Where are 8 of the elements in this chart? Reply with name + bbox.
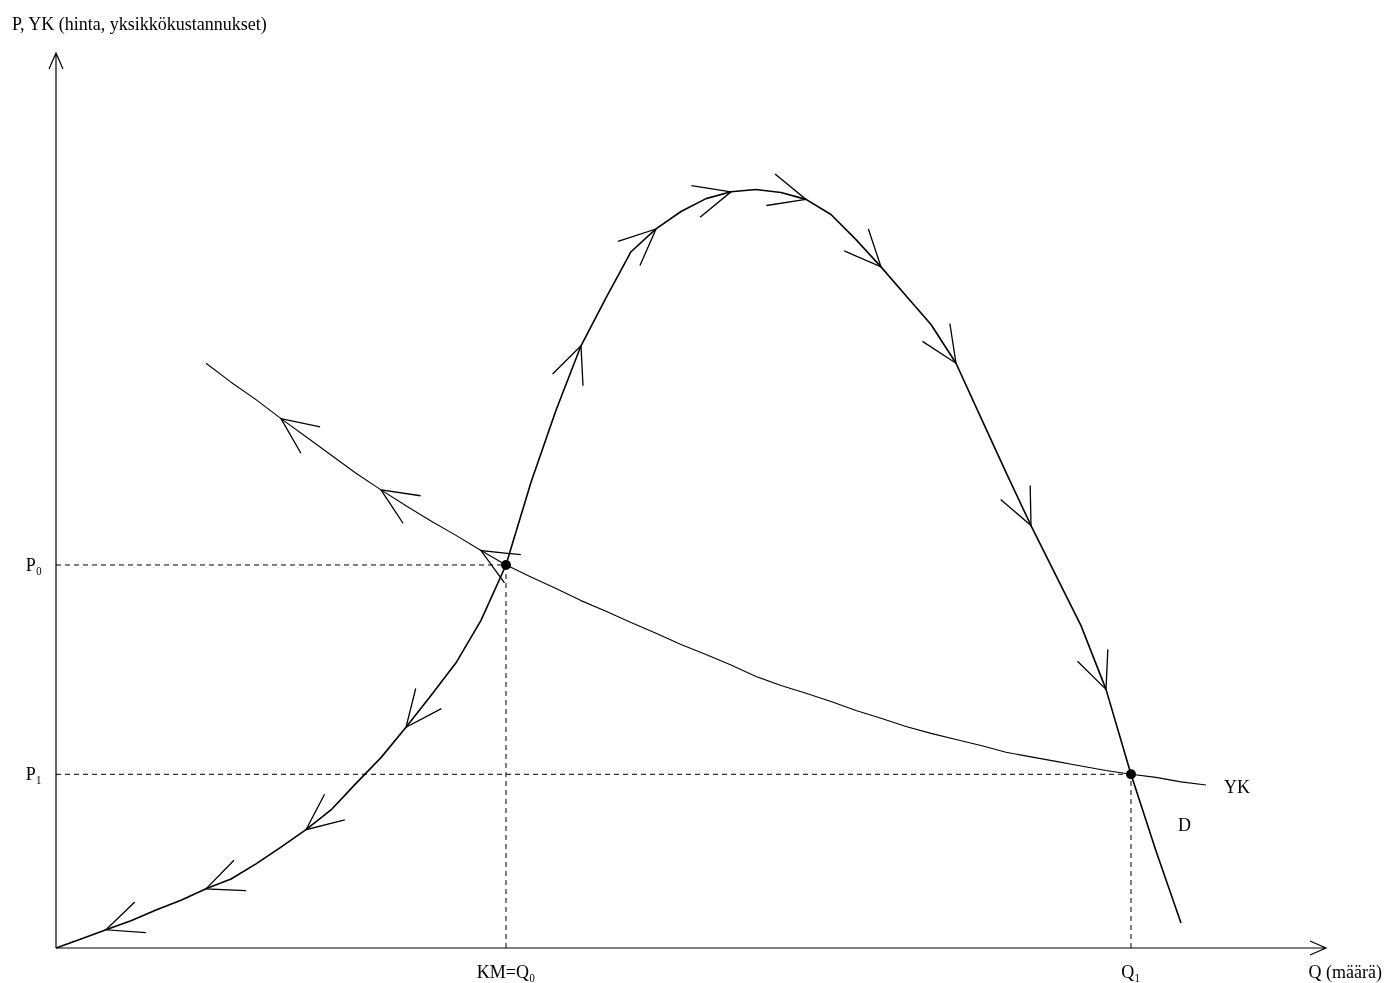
x-tick-label: Q₁ xyxy=(1121,962,1141,982)
x-axis-title: Q (määrä) xyxy=(1308,962,1382,983)
text: P, YK (hinta, yksikkökustannukset) xyxy=(12,14,267,35)
ref-line-label: P₁ xyxy=(25,764,43,785)
series-label: D xyxy=(1178,814,1191,835)
ref-line-label: P₀ xyxy=(25,554,43,575)
x-tick-label: KM=Q₀ xyxy=(476,962,536,982)
series-label: YK xyxy=(1224,776,1250,797)
